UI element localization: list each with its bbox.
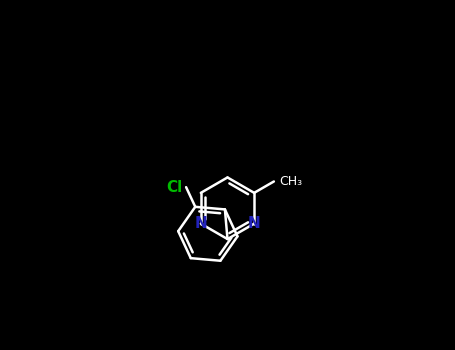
- Text: Cl: Cl: [167, 180, 182, 195]
- Text: CH₃: CH₃: [279, 175, 302, 188]
- Text: N: N: [248, 216, 261, 231]
- Text: N: N: [194, 216, 207, 231]
